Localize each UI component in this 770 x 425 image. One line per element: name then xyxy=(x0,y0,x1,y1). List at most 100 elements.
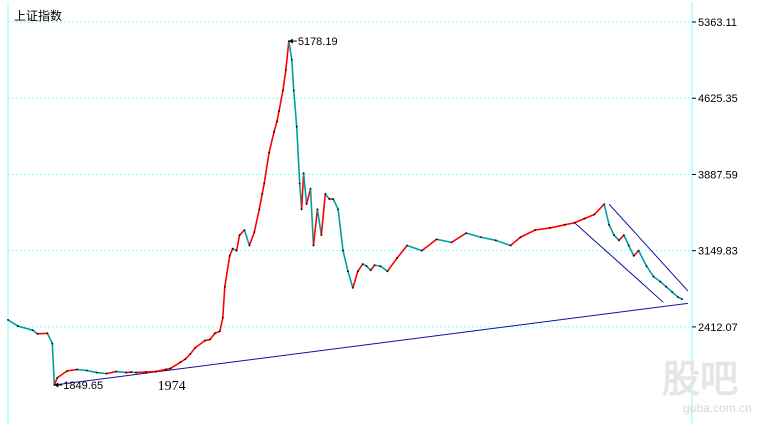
price-segment xyxy=(659,281,667,288)
data-point xyxy=(135,371,137,374)
watermark: 股吧 guba.com.cn xyxy=(662,357,752,415)
data-point xyxy=(154,370,157,373)
price-series xyxy=(7,40,683,386)
data-point xyxy=(305,203,308,206)
price-segment xyxy=(53,377,59,386)
price-segment xyxy=(66,368,78,372)
data-point xyxy=(324,192,327,195)
data-point xyxy=(300,208,303,211)
annotations: 5178.19 1849.65 1974 xyxy=(54,36,338,394)
data-point xyxy=(66,370,69,372)
price-segment xyxy=(278,90,284,112)
price-segment xyxy=(243,229,251,246)
data-point xyxy=(309,187,312,190)
data-point xyxy=(351,286,354,289)
price-segment xyxy=(574,217,585,224)
data-point xyxy=(189,353,192,355)
data-point xyxy=(435,238,438,241)
data-point xyxy=(618,239,620,242)
price-segment xyxy=(352,271,359,289)
data-point xyxy=(46,332,49,335)
data-point xyxy=(115,370,118,373)
annotation-label: 5178.19 xyxy=(298,36,338,48)
price-segment xyxy=(510,236,521,247)
price-segment xyxy=(180,358,186,363)
data-point xyxy=(465,232,468,234)
annotation-label: 1849.65 xyxy=(63,380,103,392)
data-point xyxy=(145,371,147,373)
data-point xyxy=(379,265,382,268)
price-segment xyxy=(136,371,146,374)
data-point xyxy=(295,125,298,128)
data-point xyxy=(563,223,566,226)
watermark-logo: 股吧 xyxy=(662,357,738,401)
price-segment xyxy=(337,209,344,251)
data-point xyxy=(125,371,128,374)
price-segment xyxy=(288,40,293,60)
data-point xyxy=(396,256,399,259)
price-segment xyxy=(633,250,640,257)
price-segment xyxy=(261,183,265,194)
price-segment xyxy=(235,235,241,251)
data-point xyxy=(659,280,662,283)
data-point xyxy=(31,329,34,332)
data-point xyxy=(332,198,335,200)
data-point xyxy=(583,217,586,220)
data-point xyxy=(95,371,98,374)
data-point xyxy=(76,368,78,371)
annotation-label: 1974 xyxy=(158,379,186,394)
price-segment xyxy=(366,265,372,271)
data-point xyxy=(645,265,648,268)
data-point xyxy=(261,192,264,195)
price-segment xyxy=(76,368,87,372)
price-segment xyxy=(7,319,19,327)
price-segment xyxy=(645,265,655,277)
data-point xyxy=(665,285,668,288)
price-segment xyxy=(219,317,224,332)
data-point xyxy=(593,213,596,216)
price-segment xyxy=(316,209,323,236)
price-segment xyxy=(295,126,301,184)
price-segment xyxy=(96,371,107,375)
price-segment xyxy=(342,250,349,272)
price-segment xyxy=(51,343,56,386)
price-segment xyxy=(593,203,605,216)
price-segment xyxy=(386,257,398,272)
price-segment xyxy=(238,229,246,236)
data-point xyxy=(519,236,522,239)
price-segment xyxy=(309,188,315,246)
data-point xyxy=(51,342,54,345)
data-point xyxy=(238,234,241,237)
price-segment xyxy=(223,255,231,287)
data-point xyxy=(169,367,172,370)
data-point xyxy=(214,332,216,335)
data-point xyxy=(179,361,182,364)
data-point xyxy=(320,234,323,237)
price-segment xyxy=(46,332,54,344)
price-segment xyxy=(421,238,438,252)
data-point xyxy=(56,376,59,379)
data-point xyxy=(7,318,9,321)
data-point xyxy=(337,208,340,211)
price-segment xyxy=(273,121,278,133)
price-segment xyxy=(253,209,261,233)
price-segment xyxy=(145,370,156,373)
price-segment xyxy=(263,152,270,184)
data-point xyxy=(284,68,287,71)
price-segment xyxy=(520,229,536,238)
data-point xyxy=(248,244,251,247)
data-point xyxy=(228,254,231,257)
data-point xyxy=(677,296,679,299)
data-point xyxy=(184,358,187,361)
data-point xyxy=(613,234,615,237)
data-point xyxy=(235,249,238,252)
chart-title: 上证指数 xyxy=(14,8,62,23)
data-point xyxy=(509,244,512,247)
data-point xyxy=(298,182,301,185)
data-point xyxy=(549,227,551,229)
y-tick-label: 3887.59 xyxy=(698,169,738,181)
data-point xyxy=(258,208,261,211)
price-segment xyxy=(535,227,551,231)
data-point xyxy=(164,368,167,371)
price-segment xyxy=(637,250,648,267)
